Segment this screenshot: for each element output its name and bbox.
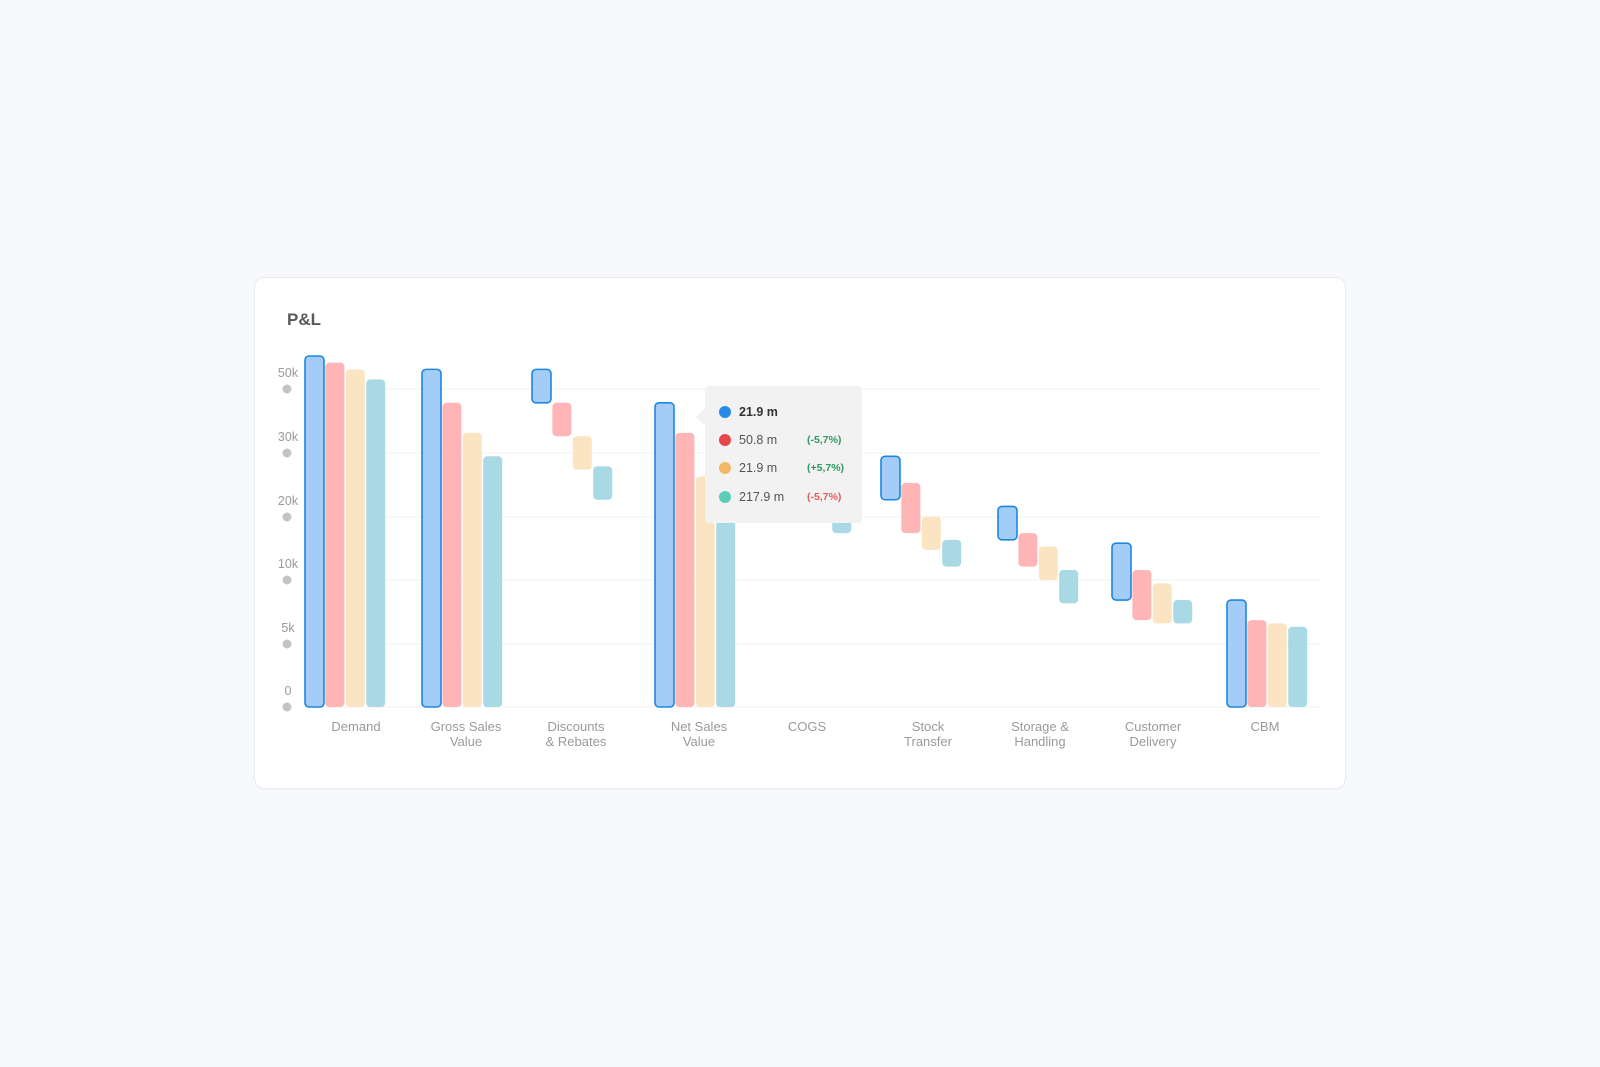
bar[interactable]: [552, 402, 572, 437]
tooltip-value: 21.9 m: [739, 461, 778, 475]
ytick-label: 0: [285, 684, 292, 698]
bar[interactable]: [1247, 620, 1267, 707]
bar[interactable]: [593, 466, 613, 500]
xtick-label: Net Sales Value: [671, 719, 728, 749]
xtick-label: Discounts & Rebates: [546, 719, 607, 749]
bar[interactable]: [1267, 623, 1287, 707]
ytick-dot: [282, 702, 292, 712]
tooltip-row: 50.8 m (-5,7%): [719, 431, 841, 449]
bar[interactable]: [997, 505, 1018, 541]
chart-title: P&L: [287, 310, 321, 329]
tooltip-row: 21.9 m: [719, 403, 807, 421]
tooltip-change: (-5,7%): [807, 491, 842, 503]
bar[interactable]: [1226, 599, 1247, 708]
tooltip-row: 21.9 m (+5,7%): [719, 459, 844, 477]
bar[interactable]: [675, 432, 695, 707]
bar[interactable]: [1111, 542, 1132, 601]
bar[interactable]: [1132, 569, 1152, 621]
xtick-label: Storage & Handling: [1011, 719, 1069, 749]
bar[interactable]: [716, 476, 736, 707]
xtick-label: Gross Sales Value: [431, 719, 502, 749]
bar[interactable]: [1152, 583, 1172, 624]
bar[interactable]: [921, 516, 941, 550]
bar[interactable]: [1038, 546, 1058, 580]
ytick-label: 5k: [281, 621, 295, 635]
bar[interactable]: [442, 402, 462, 707]
bar[interactable]: [483, 456, 503, 707]
series-dot-icon: [719, 406, 731, 418]
series-dot-icon: [719, 434, 731, 446]
bar[interactable]: [462, 432, 482, 707]
series-dot-icon: [719, 462, 731, 474]
bar[interactable]: [366, 379, 386, 707]
waterfall-chart: 0 5k 10k 20k 30k 50k Demand Gross Sales Value Dis…: [278, 355, 1320, 749]
xtick-label: CBM: [1251, 719, 1280, 734]
bar[interactable]: [572, 436, 592, 470]
series-dot-icon: [719, 491, 731, 503]
tooltip-value: 50.8 m: [739, 433, 778, 447]
bar[interactable]: [901, 483, 921, 534]
ytick-label: 30k: [278, 430, 299, 444]
bar[interactable]: [695, 476, 715, 707]
tooltip-change: (-5,7%): [807, 434, 842, 446]
bar[interactable]: [304, 355, 325, 708]
bar[interactable]: [1059, 569, 1079, 604]
bar[interactable]: [1018, 533, 1038, 567]
bar[interactable]: [345, 369, 365, 707]
tooltip-change: (+5,7%): [807, 462, 845, 474]
tooltip-row: 217.9 m (-5,7%): [719, 488, 841, 506]
bar[interactable]: [880, 455, 901, 501]
xtick-label: Demand: [331, 719, 380, 734]
ytick-dot: [282, 384, 292, 394]
bar[interactable]: [1173, 600, 1193, 624]
bar[interactable]: [325, 362, 345, 707]
bar[interactable]: [531, 368, 552, 404]
ytick-label: 50k: [278, 366, 299, 380]
pnl-card: P&L 0 5k 10k 20k 30k 50k Demand Gross Sales Valu…: [255, 278, 1345, 788]
xtick-label: Stock Transfer: [904, 719, 953, 749]
bar[interactable]: [1288, 626, 1308, 707]
bar[interactable]: [421, 368, 442, 708]
xtick-label: COGS: [788, 719, 827, 734]
bar[interactable]: [942, 539, 962, 567]
tooltip-value: 21.9 m: [739, 405, 778, 419]
ytick-dot: [282, 639, 292, 649]
ytick-dot: [282, 448, 292, 458]
xtick-label: Customer Delivery: [1125, 719, 1182, 749]
tooltip-value: 217.9 m: [739, 490, 785, 504]
ytick-label: 20k: [278, 494, 299, 508]
chart-tooltip: 21.9 m 50.8 m (-5,7%) 21.9 m (+5,7%) 217…: [696, 386, 862, 523]
ytick-label: 10k: [278, 557, 299, 571]
ytick-dot: [282, 512, 292, 522]
bar[interactable]: [654, 402, 675, 708]
ytick-dot: [282, 575, 292, 585]
